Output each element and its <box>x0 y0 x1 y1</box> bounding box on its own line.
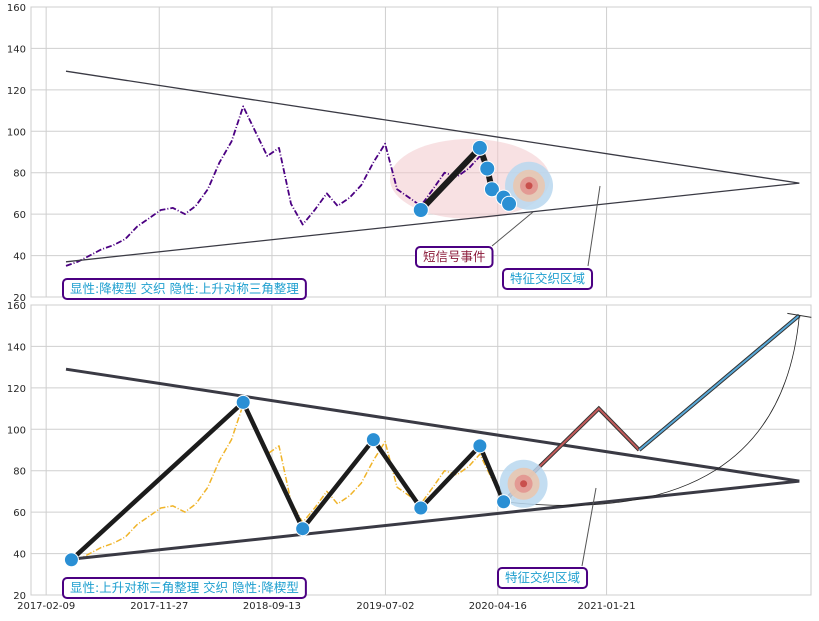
projection-blue-line <box>638 314 800 451</box>
triangle-lower-line <box>65 479 800 562</box>
y-tick-label: 40 <box>13 252 26 263</box>
y-tick-label: 60 <box>13 508 26 519</box>
y-tick-label: 140 <box>7 342 26 353</box>
x-tick-label: 2021-01-21 <box>578 601 636 612</box>
pivot-marker <box>235 394 251 410</box>
pivot-marker <box>63 552 79 568</box>
y-tick-label: 20 <box>13 591 26 602</box>
y-tick-label: 100 <box>7 127 26 138</box>
pivot-marker <box>483 181 500 198</box>
target-cap <box>787 312 812 318</box>
y-tick-label: 80 <box>13 169 26 180</box>
x-tick-label: 2017-02-09 <box>17 601 75 612</box>
pivot-marker <box>472 438 488 454</box>
triangle-lower-line <box>65 182 800 263</box>
top-legend: 显性:降楔型 交织 隐性:上升对称三角整理 <box>70 281 299 296</box>
bottom-zone-label: 特征交织区域 <box>505 570 580 585</box>
bottom-zone-box <box>497 567 589 589</box>
y-tick-label: 100 <box>7 425 26 436</box>
event-arrow <box>491 211 534 247</box>
target-arc <box>503 315 800 506</box>
y-tick-label: 60 <box>13 210 26 221</box>
top-zone-label: 特征交织区域 <box>510 271 585 286</box>
x-tick-label: 2020-04-16 <box>469 601 527 612</box>
pivot-marker <box>412 202 429 218</box>
zone-circle-core <box>525 182 533 190</box>
pivot-marker <box>496 494 512 510</box>
y-tick-label: 120 <box>7 86 26 97</box>
bottom-zone-arrow <box>581 487 597 567</box>
y-tick-label: 120 <box>7 384 26 395</box>
triangle-upper-line <box>65 367 800 483</box>
top-event-box <box>415 246 494 268</box>
pivot-marker <box>479 160 496 177</box>
bottom-panel: 20 40 60 80 100 120 140 160 2017-02-09 2017-11-27… <box>7 301 812 612</box>
triangle-upper-line <box>65 70 800 184</box>
bottom-legend: 显性:上升对称三角整理 交织 隐性:降楔型 <box>70 580 299 595</box>
y-tick-label: 20 <box>13 293 26 304</box>
price-line <box>65 105 516 267</box>
top-zone-box <box>502 268 594 290</box>
top-zone-arrow <box>587 185 601 267</box>
x-tick-label: 2017-11-27 <box>130 601 188 612</box>
top-legend-box <box>62 278 307 300</box>
zone-circle-core <box>520 480 528 488</box>
pivot-marker <box>471 139 488 156</box>
y-tick-label: 160 <box>7 301 26 312</box>
top-panel: 20 40 60 80 100 120 140 160 <box>7 3 812 304</box>
pivot-marker <box>413 500 429 516</box>
y-tick-label: 160 <box>7 3 26 14</box>
bottom-legend-box <box>62 577 307 599</box>
y-tick-label: 80 <box>13 467 26 478</box>
pivot-marker <box>295 521 311 537</box>
top-event-label: 短信号事件 <box>423 249 486 264</box>
pivot-marker <box>501 195 518 212</box>
x-tick-label: 2018-09-13 <box>243 601 301 612</box>
pivot-marker <box>365 432 381 448</box>
x-tick-label: 2019-07-02 <box>356 601 414 612</box>
y-tick-label: 140 <box>7 44 26 55</box>
y-tick-label: 40 <box>13 550 26 561</box>
